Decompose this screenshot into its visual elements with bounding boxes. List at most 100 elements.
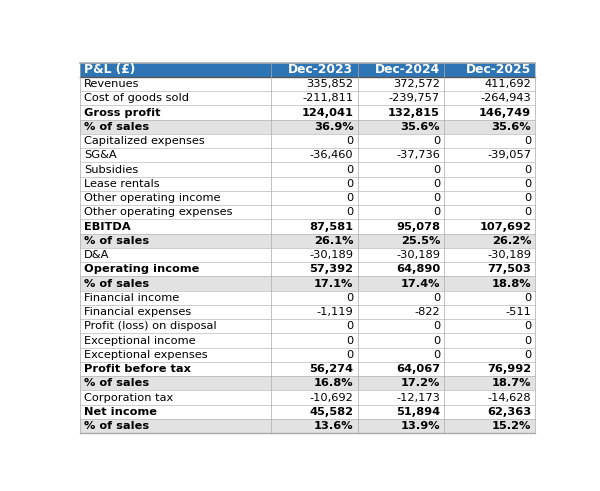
Text: EBITDA: EBITDA — [84, 221, 130, 232]
Text: % of sales: % of sales — [84, 421, 149, 431]
Text: 17.4%: 17.4% — [401, 278, 440, 289]
Text: Revenues: Revenues — [84, 79, 139, 89]
Bar — [271, 120, 358, 134]
Bar — [358, 177, 444, 191]
Bar — [444, 319, 535, 333]
Text: % of sales: % of sales — [84, 379, 149, 388]
Bar — [358, 376, 444, 390]
Bar — [358, 248, 444, 262]
Bar — [80, 405, 271, 419]
Text: -36,460: -36,460 — [310, 150, 353, 161]
Bar — [80, 163, 271, 177]
Text: 57,392: 57,392 — [310, 264, 353, 274]
Text: 0: 0 — [524, 193, 531, 203]
Text: 0: 0 — [524, 164, 531, 175]
Bar — [444, 390, 535, 405]
Text: 35.6%: 35.6% — [400, 122, 440, 132]
Bar — [271, 205, 358, 219]
Bar — [80, 177, 271, 191]
Bar — [271, 134, 358, 148]
Text: 13.6%: 13.6% — [314, 421, 353, 431]
Bar — [80, 390, 271, 405]
Text: D&A: D&A — [84, 250, 109, 260]
Bar — [271, 234, 358, 248]
Text: Net income: Net income — [84, 407, 157, 417]
Bar — [271, 262, 358, 276]
Text: 372,572: 372,572 — [393, 79, 440, 89]
Text: 17.1%: 17.1% — [314, 278, 353, 289]
Text: 0: 0 — [433, 207, 440, 218]
Bar — [80, 219, 271, 234]
Text: -14,628: -14,628 — [488, 393, 531, 403]
Text: 0: 0 — [346, 136, 353, 146]
Text: 335,852: 335,852 — [307, 79, 353, 89]
Text: Subsidies: Subsidies — [84, 164, 138, 175]
Text: 95,078: 95,078 — [396, 221, 440, 232]
Text: 0: 0 — [524, 293, 531, 303]
Text: 45,582: 45,582 — [310, 407, 353, 417]
Bar — [444, 63, 535, 77]
Bar — [444, 91, 535, 106]
Text: 13.9%: 13.9% — [400, 421, 440, 431]
Bar — [444, 234, 535, 248]
Text: Dec-2025: Dec-2025 — [466, 63, 531, 76]
Text: Financial expenses: Financial expenses — [84, 307, 191, 317]
Text: 0: 0 — [346, 207, 353, 218]
Bar — [80, 148, 271, 163]
Text: 0: 0 — [433, 164, 440, 175]
Bar — [271, 319, 358, 333]
Text: Dec-2024: Dec-2024 — [375, 63, 440, 76]
Bar — [444, 333, 535, 348]
Text: Operating income: Operating income — [84, 264, 199, 274]
Bar — [80, 120, 271, 134]
Bar — [80, 205, 271, 219]
Bar — [358, 163, 444, 177]
Text: 0: 0 — [346, 321, 353, 331]
Bar — [444, 205, 535, 219]
Text: % of sales: % of sales — [84, 278, 149, 289]
Bar — [80, 191, 271, 205]
Bar — [358, 219, 444, 234]
Text: Cost of goods sold: Cost of goods sold — [84, 93, 189, 103]
Text: 0: 0 — [346, 335, 353, 346]
Bar — [444, 177, 535, 191]
Bar — [444, 219, 535, 234]
Bar — [444, 348, 535, 362]
Text: 0: 0 — [346, 164, 353, 175]
Text: -264,943: -264,943 — [481, 93, 531, 103]
Text: -239,757: -239,757 — [389, 93, 440, 103]
Bar — [358, 91, 444, 106]
Bar — [444, 148, 535, 163]
Bar — [358, 106, 444, 120]
Bar — [444, 262, 535, 276]
Bar — [444, 248, 535, 262]
Bar — [358, 120, 444, 134]
Bar — [358, 419, 444, 433]
Bar — [444, 419, 535, 433]
Text: 132,815: 132,815 — [388, 108, 440, 117]
Bar — [444, 305, 535, 319]
Text: 0: 0 — [433, 136, 440, 146]
Bar — [271, 405, 358, 419]
Bar — [80, 63, 271, 77]
Text: 0: 0 — [346, 179, 353, 189]
Text: 146,749: 146,749 — [479, 108, 531, 117]
Bar — [358, 63, 444, 77]
Bar — [271, 376, 358, 390]
Bar — [80, 106, 271, 120]
Text: 0: 0 — [346, 350, 353, 360]
Bar — [358, 234, 444, 248]
Bar — [80, 234, 271, 248]
Text: 0: 0 — [524, 321, 531, 331]
Bar — [80, 276, 271, 291]
Bar — [271, 348, 358, 362]
Bar — [271, 106, 358, 120]
Text: -37,736: -37,736 — [396, 150, 440, 161]
Text: 26.2%: 26.2% — [491, 236, 531, 246]
Bar — [444, 191, 535, 205]
Bar — [358, 348, 444, 362]
Text: 77,503: 77,503 — [487, 264, 531, 274]
Bar — [444, 77, 535, 91]
Bar — [271, 219, 358, 234]
Bar — [271, 77, 358, 91]
